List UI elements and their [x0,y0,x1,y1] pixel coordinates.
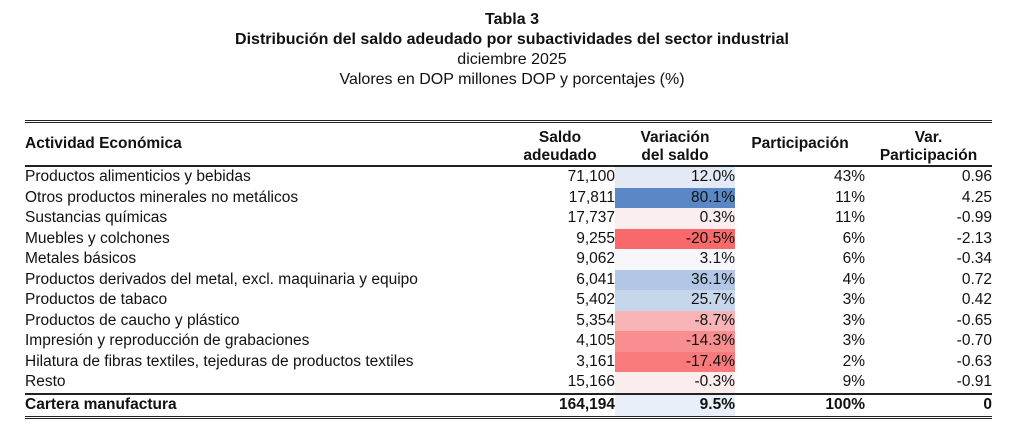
cell-participacion: 6% [842,250,865,268]
table-units: Valores en DOP millones DOP y porcentaje… [339,71,685,88]
table-row: Productos alimenticios y bebidas 71,100 12… [25,166,992,188]
table-row: Metales básicos 9,062 3.1% 6% -0.34 [25,249,992,270]
cell-saldo: 71,100 [567,168,615,186]
table-title-block: Tabla 3 Distribución del saldo adeudado … [0,10,1024,90]
cell-saldo: 5,354 [576,311,615,329]
cell-var-participacion: 4.25 [961,188,992,206]
cell-saldo: 17,811 [568,188,615,206]
distribution-table: Actividad Económica Saldo adeudado Varia… [25,120,992,419]
cell-participacion: 11% [835,188,865,206]
column-header-saldo-line1: Saldo [538,129,582,146]
cell-participacion: 3% [842,332,865,350]
column-header-var-participacion-line1: Var. [914,129,943,146]
cell-activity: Productos de caucho y plástico [25,311,240,329]
total-activity: Cartera manufactura [25,396,177,413]
cell-variacion: -17.4% [615,351,735,372]
cell-activity: Muebles y colchones [25,229,170,247]
total-var-participacion: 0 [983,396,992,413]
cell-participacion: 3% [842,291,865,309]
cell-participacion: 4% [842,270,865,288]
table-total-row: Cartera manufactura 164,194 9.5% 100% 0 [25,393,992,417]
cell-activity: Metales básicos [25,250,137,268]
cell-variacion: 36.1% [615,269,735,290]
cell-variacion: 0.3% [615,208,735,229]
cell-activity: Productos alimenticios y bebidas [25,168,251,186]
table-title: Distribución del saldo adeudado por suba… [235,31,789,48]
table-row: Productos de caucho y plástico 5,354 -8.7%… [25,310,992,331]
cell-participacion: 2% [842,352,865,370]
cell-participacion: 11% [835,209,865,227]
column-header-var-participacion: Var. Participación [865,122,992,167]
cell-var-participacion: -0.65 [956,311,992,329]
cell-saldo: 4,105 [576,332,615,350]
cell-participacion: 3% [842,311,865,329]
column-header-variacion-line2: del saldo [641,147,709,164]
table-date: diciembre 2025 [457,51,567,68]
total-variacion: 9.5% [615,393,735,417]
table-row: Muebles y colchones 9,255 -20.5% 6% -2.13 [25,228,992,249]
table-label: Tabla 3 [485,11,539,28]
cell-saldo: 6,041 [576,270,615,288]
table-row: Productos de tabaco 5,402 25.7% 3% 0.42 [25,290,992,311]
cell-var-participacion: -0.99 [956,209,992,227]
cell-activity: Sustancias químicas [25,209,168,227]
table-row: Hilatura de fibras textiles, tejeduras d… [25,351,992,372]
table-header-row: Actividad Económica Saldo adeudado Varia… [25,121,992,167]
cell-activity: Resto [25,373,66,391]
cell-activity: Productos derivados del metal, excl. maq… [25,270,418,288]
column-header-saldo: Saldo adeudado [505,122,615,167]
total-participacion: 100% [825,396,865,413]
cell-var-participacion: 0.42 [961,291,992,309]
cell-var-participacion: 0.96 [961,168,992,186]
cell-saldo: 9,062 [576,250,615,268]
table-row: Impresión y reproducción de grabaciones 4… [25,331,992,352]
cell-variacion: -0.3% [615,372,735,394]
cell-participacion: 6% [842,229,865,247]
table-row: Otros productos minerales no metálicos 17… [25,187,992,208]
cell-variacion: 3.1% [615,249,735,270]
cell-variacion: 80.1% [615,187,735,208]
cell-saldo: 9,255 [576,229,615,247]
column-header-activity: Actividad Económica [25,135,182,152]
cell-var-participacion: -2.13 [956,229,992,247]
cell-variacion: -20.5% [615,228,735,249]
cell-activity: Hilatura de fibras textiles, tejeduras d… [25,352,414,370]
cell-participacion: 43% [833,168,865,186]
table-row: Sustancias químicas 17,737 0.3% 11% -0.99 [25,208,992,229]
table-row: Productos derivados del metal, excl. maq… [25,269,992,290]
cell-var-participacion: 0.72 [961,270,992,288]
cell-saldo: 17,737 [567,209,615,227]
cell-activity: Impresión y reproducción de grabaciones [25,332,310,350]
column-header-var-participacion-line2: Participación [879,147,978,164]
cell-participacion: 9% [842,373,865,391]
cell-saldo: 3,161 [576,352,615,370]
cell-var-participacion: -0.63 [956,352,992,370]
cell-activity: Productos de tabaco [25,291,168,309]
cell-variacion: 12.0% [615,166,735,188]
cell-variacion: -8.7% [615,310,735,331]
cell-saldo: 5,402 [576,291,615,309]
cell-var-participacion: -0.70 [956,332,992,350]
column-header-variacion-line1: Variación [640,129,710,146]
cell-var-participacion: -0.91 [956,373,992,391]
cell-saldo: 15,166 [567,373,615,391]
cell-activity: Otros productos minerales no metálicos [25,188,299,206]
table-row: Resto 15,166 -0.3% 9% -0.91 [25,372,992,394]
column-header-participacion: Participación [751,135,849,152]
column-header-saldo-line2: adeudado [523,147,597,164]
total-saldo: 164,194 [558,396,615,413]
cell-variacion: -14.3% [615,331,735,352]
column-header-variacion: Variación del saldo [615,122,735,167]
cell-var-participacion: -0.34 [956,250,992,268]
cell-variacion: 25.7% [615,290,735,311]
